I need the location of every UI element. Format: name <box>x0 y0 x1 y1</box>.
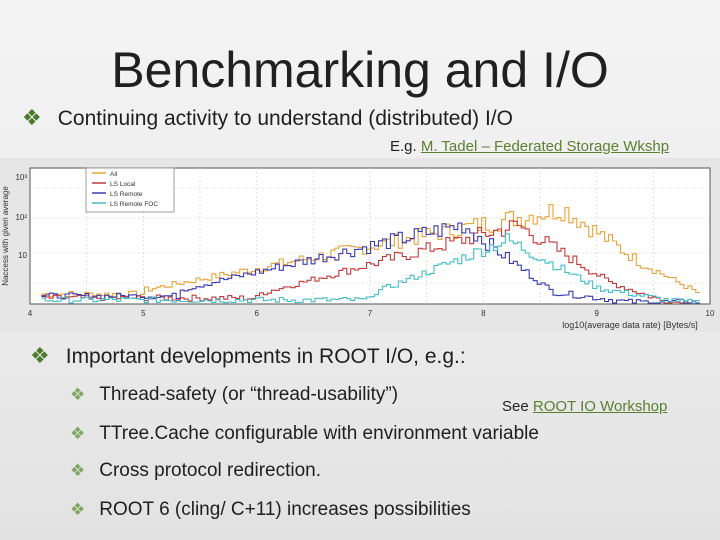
root-io-workshop-link[interactable]: ROOT IO Workshop <box>532 398 668 415</box>
diamond-bullet-icon: ❖ <box>22 106 42 131</box>
x-tick-label: 7 <box>368 309 373 318</box>
tadel-workshop-link[interactable]: M. Tadel – Federated Storage Wkshp <box>420 138 670 155</box>
y-tick-label: 10 <box>18 251 27 260</box>
legend-box <box>85 167 175 213</box>
diamond-bullet-icon: ❖ <box>70 385 86 405</box>
diamond-bullet-icon: ❖ <box>70 461 86 481</box>
sub-item-text: Cross protocol redirection. <box>99 460 322 481</box>
diamond-bullet-icon: ❖ <box>30 344 50 369</box>
diamond-bullet-icon: ❖ <box>70 424 86 444</box>
x-tick-label: 8 <box>481 309 486 318</box>
legend: All LS Local LS Remote LS Remote FOC <box>92 171 158 208</box>
sub-item-cross-protocol: ❖ Cross protocol redirection. <box>70 460 321 482</box>
x-axis-label: log10(average data rate) [Bytes/s] <box>562 320 698 330</box>
sub-item-thread-safety: ❖ Thread-safety (or “thread-usability”) <box>70 384 398 406</box>
reference-root-io: See ROOT IO Workshop <box>502 398 667 415</box>
x-tick-label: 4 <box>28 309 33 318</box>
legend-entry: LS Remote <box>110 191 143 198</box>
diamond-bullet-icon: ❖ <box>70 500 86 520</box>
bullet-continuing-activity: ❖ Continuing activity to understand (dis… <box>22 106 513 131</box>
reference-tadel: E.g. M. Tadel – Federated Storage Wkshp <box>390 138 669 155</box>
series-line-ls-remote-foc <box>41 233 700 304</box>
bullet-text: Continuing activity to understand (distr… <box>57 106 513 130</box>
sub-item-ttree-cache: ❖ TTree.Cache configurable with environm… <box>70 423 539 445</box>
x-tick-label: 10 <box>706 309 715 318</box>
x-tick-labels: 4 5 6 7 8 9 10 <box>28 309 715 318</box>
sub-item-text: TTree.Cache configurable with environmen… <box>99 423 539 444</box>
legend-entry: LS Remote FOC <box>110 201 158 208</box>
legend-entry: All <box>110 171 118 178</box>
bullet-important-developments: ❖ Important developments in ROOT I/O, e.… <box>30 344 466 369</box>
y-tick-label: 10² <box>15 213 27 222</box>
sub-item-text: Thread-safety (or “thread-usability”) <box>99 384 399 405</box>
bullet-text: Important developments in ROOT I/O, e.g.… <box>65 344 466 368</box>
series-line-ls-remote <box>41 222 700 304</box>
legend-entry: LS Local <box>110 181 136 188</box>
y-tick-label: 10³ <box>15 173 27 182</box>
x-tick-label: 9 <box>594 309 599 318</box>
curves <box>41 203 700 304</box>
x-tick-label: 6 <box>254 309 259 318</box>
sub-item-text: ROOT 6 (cling/ C+11) increases possibili… <box>99 499 471 520</box>
x-tick-label: 5 <box>141 309 146 318</box>
slide-title: Benchmarking and I/O <box>111 42 609 98</box>
histogram-svg: All LS Local LS Remote LS Remote FOC 4 5 6 7 8 9… <box>1 167 715 330</box>
reference-prefix: See <box>502 398 533 415</box>
io-rate-histogram: All LS Local LS Remote LS Remote FOC 4 5 6 7 8 9… <box>0 158 720 332</box>
y-tick-labels: 10 10² 10³ <box>15 173 27 260</box>
sub-item-root6: ❖ ROOT 6 (cling/ C+11) increases possibi… <box>70 499 471 521</box>
y-axis-label: Naccess with given average <box>1 186 10 286</box>
reference-prefix: E.g. <box>390 138 421 155</box>
